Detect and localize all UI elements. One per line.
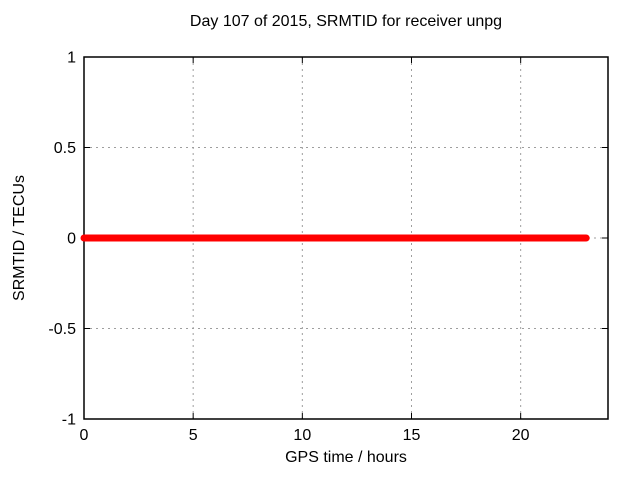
x-axis-label: GPS time / hours [285,449,407,466]
chart-title: Day 107 of 2015, SRMTID for receiver unp… [189,13,503,30]
y-tick-label: -1 [62,412,76,429]
y-tick-label: 0 [67,231,76,248]
x-tick-label: 5 [189,427,198,444]
x-tick-label: 20 [512,427,530,444]
x-tick-label: 10 [293,427,311,444]
x-tick-label: 0 [80,427,89,444]
y-axis-label: SRMTID / TECUs [11,175,28,301]
x-tick-label: 15 [403,427,421,444]
y-tick-label: -0.5 [48,321,76,338]
y-tick-label: 0.5 [54,140,76,157]
y-tick-label: 1 [67,50,76,67]
